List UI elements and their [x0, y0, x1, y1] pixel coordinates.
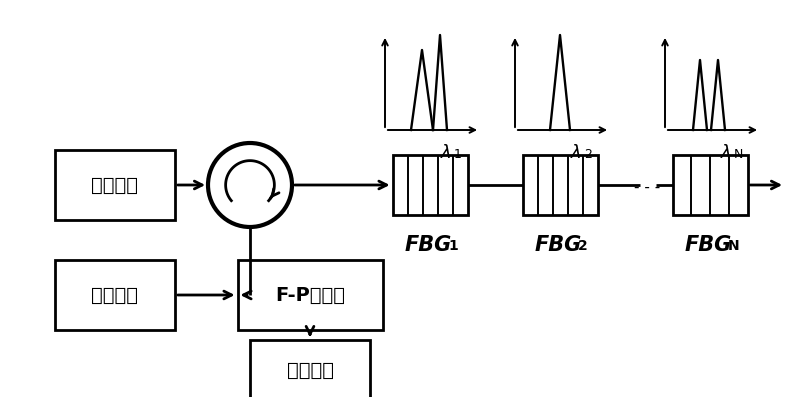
- Text: F-P滤波器: F-P滤波器: [275, 285, 345, 304]
- Bar: [238, 260, 382, 330]
- Text: 扫描驱动: 扫描驱动: [91, 285, 138, 304]
- Text: N: N: [734, 148, 743, 161]
- Bar: [393, 155, 467, 215]
- Bar: [673, 155, 747, 215]
- Text: 2: 2: [584, 148, 592, 161]
- Text: FBG: FBG: [684, 235, 732, 255]
- Bar: [250, 340, 370, 397]
- Bar: [55, 150, 175, 220]
- Text: N: N: [728, 239, 740, 253]
- Text: 宽带光源: 宽带光源: [91, 175, 138, 195]
- Bar: [522, 155, 598, 215]
- Text: 2: 2: [578, 239, 588, 253]
- Text: 1: 1: [454, 148, 462, 161]
- Text: $\lambda$: $\lambda$: [440, 144, 451, 162]
- Text: 1: 1: [448, 239, 458, 253]
- Text: FBG: FBG: [534, 235, 582, 255]
- Text: FBG: FBG: [404, 235, 452, 255]
- Text: - - -: - - -: [634, 181, 660, 195]
- Text: $\lambda$: $\lambda$: [570, 144, 582, 162]
- Bar: [55, 260, 175, 330]
- Text: 检测电路: 检测电路: [286, 360, 334, 380]
- Text: $\lambda$: $\lambda$: [720, 144, 731, 162]
